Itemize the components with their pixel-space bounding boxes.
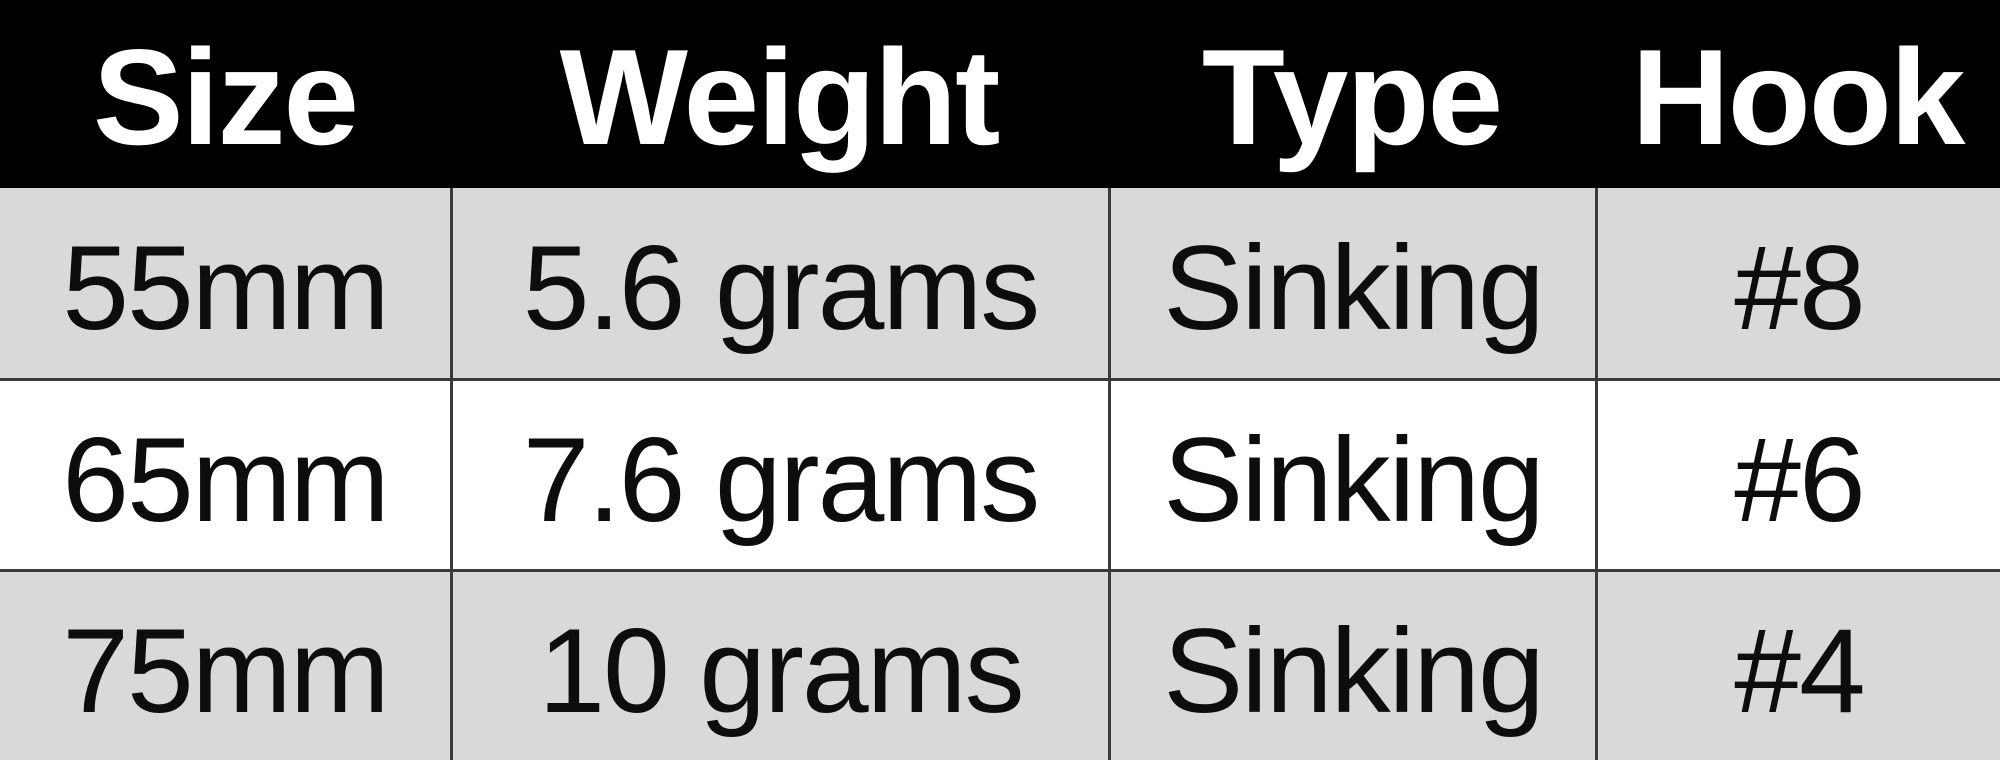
- cell-weight: 7.6 grams: [450, 381, 1108, 569]
- cell-weight: 5.6 grams: [450, 188, 1108, 378]
- header-cell-type: Type: [1201, 21, 1503, 173]
- table-row: 65mm 7.6 grams Sinking #6: [0, 378, 2000, 569]
- cell-size: 65mm: [62, 413, 389, 547]
- header-cell-size: Size: [92, 21, 359, 173]
- table-header-row: Size Weight Type Hook: [0, 0, 2000, 188]
- cell-hook: #4: [1595, 572, 2000, 760]
- cell-size: 55mm: [62, 221, 389, 355]
- cell-type: Sinking: [1108, 572, 1595, 760]
- cell-hook: #8: [1595, 188, 2000, 378]
- header-cell-weight: Weight: [559, 21, 1001, 173]
- cell-type: Sinking: [1108, 381, 1595, 569]
- header-cell-hook: Hook: [1631, 21, 1966, 173]
- cell-hook: #6: [1595, 381, 2000, 569]
- cell-type: Sinking: [1108, 188, 1595, 378]
- cell-size: 75mm: [62, 604, 389, 738]
- cell-weight: 10 grams: [450, 572, 1108, 760]
- table-row: 55mm 5.6 grams Sinking #8: [0, 188, 2000, 378]
- table-row: 75mm 10 grams Sinking #4: [0, 569, 2000, 760]
